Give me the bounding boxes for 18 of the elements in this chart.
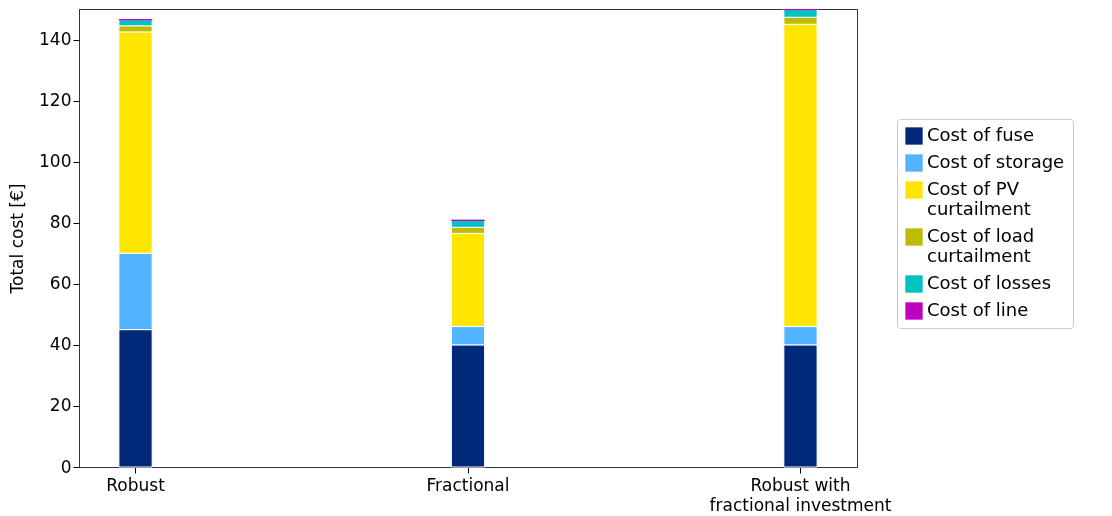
legend-label: Cost of line bbox=[927, 299, 1029, 320]
y-tick-label: 0 bbox=[60, 456, 72, 477]
x-tick-label: Fractional bbox=[426, 474, 510, 495]
y-axis-title: Total cost [€] bbox=[7, 183, 28, 295]
y-tick-label: 60 bbox=[49, 273, 72, 294]
x-tick-label: Robust bbox=[106, 474, 166, 495]
legend-label: Cost of storage bbox=[927, 151, 1065, 172]
y-tick-label: 140 bbox=[39, 29, 72, 50]
legend-label: Cost of PV curtailment bbox=[927, 178, 1031, 219]
y-tick-label: 40 bbox=[49, 334, 72, 355]
y-tick-label: 120 bbox=[39, 90, 72, 111]
y-tick-label: 20 bbox=[49, 395, 72, 416]
legend-label: Cost of load curtailment bbox=[927, 225, 1035, 266]
legend-label: Cost of losses bbox=[927, 272, 1052, 293]
y-tick-label: 80 bbox=[49, 212, 72, 233]
x-tick-label: Robust with fractional investment bbox=[709, 474, 892, 515]
y-tick-label: 100 bbox=[39, 151, 72, 172]
legend-label: Cost of fuse bbox=[927, 124, 1035, 145]
